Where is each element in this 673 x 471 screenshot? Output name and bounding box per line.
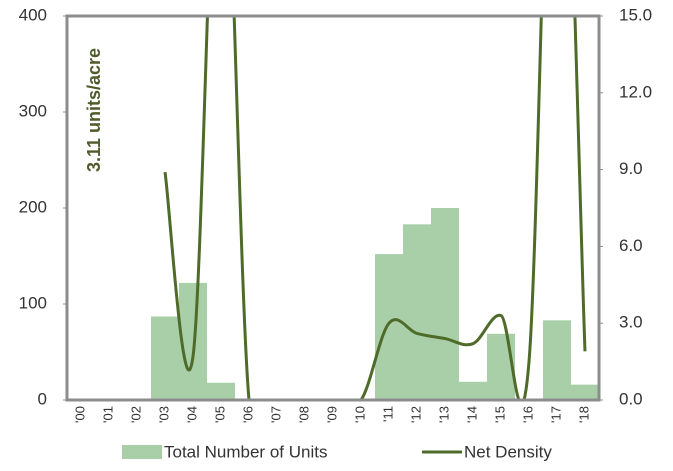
y-tick-label: 400 xyxy=(19,5,47,24)
x-tick-label: '06 xyxy=(240,406,255,423)
bar xyxy=(543,320,571,400)
y2-tick-label: 3.0 xyxy=(619,313,643,332)
x-tick-label: '04 xyxy=(184,406,199,423)
legend-label: Total Number of Units xyxy=(164,442,327,461)
x-tick-label: '07 xyxy=(268,406,283,423)
y-tick-label: 0 xyxy=(38,389,47,408)
bars xyxy=(151,208,599,400)
x-tick-label: '08 xyxy=(296,406,311,423)
y2-tick-label: 12.0 xyxy=(619,82,652,101)
x-tick-label: '16 xyxy=(520,406,535,423)
x-tick-label: '05 xyxy=(212,406,227,423)
y-tick-label: 100 xyxy=(19,293,47,312)
x-tick-label: '01 xyxy=(100,406,115,423)
x-tick-label: '14 xyxy=(464,406,479,423)
y2-tick-label: 0.0 xyxy=(619,389,643,408)
x-tick-label: '00 xyxy=(72,406,87,423)
x-tick-label: '17 xyxy=(548,406,563,423)
line-group xyxy=(163,16,587,400)
legend-swatch xyxy=(122,445,162,459)
y2-tick-label: 6.0 xyxy=(619,236,643,255)
bar xyxy=(459,381,487,400)
x-tick-label: '18 xyxy=(576,406,591,423)
x-tick-label: '09 xyxy=(324,406,339,423)
x-tick-label: '15 xyxy=(492,406,507,423)
y2-tick-label: 15.0 xyxy=(619,5,652,24)
y-tick-label: 300 xyxy=(19,101,47,120)
y2-tick-label: 9.0 xyxy=(619,159,643,178)
x-tick-label: '13 xyxy=(436,406,451,423)
bar xyxy=(151,316,179,400)
annotation: 3.11 units/acre xyxy=(84,48,104,172)
line xyxy=(163,16,587,400)
y-tick-label: 200 xyxy=(19,197,47,216)
legend-label: Net Density xyxy=(464,442,552,461)
x-tick-label: '12 xyxy=(408,406,423,423)
x-tick-label: '11 xyxy=(380,406,395,422)
bar xyxy=(487,333,515,400)
bar xyxy=(571,384,599,400)
plot-frame xyxy=(65,14,601,402)
x-tick-label: '10 xyxy=(352,406,367,423)
bar xyxy=(207,382,235,400)
bar xyxy=(431,208,459,400)
bar xyxy=(375,254,403,400)
x-tick-label: '02 xyxy=(128,406,143,423)
x-tick-label: '03 xyxy=(156,406,171,423)
bar xyxy=(403,224,431,400)
